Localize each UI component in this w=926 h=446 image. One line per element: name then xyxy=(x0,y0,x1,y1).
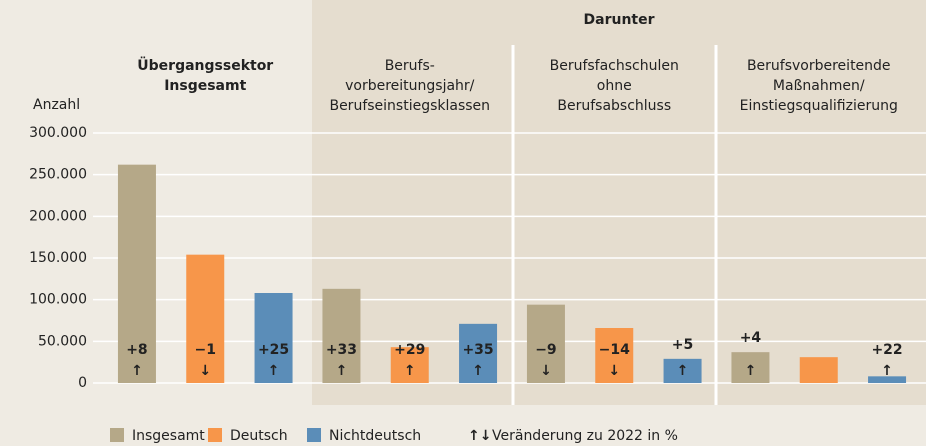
change-label: −9 xyxy=(535,342,556,358)
change-label: +29 xyxy=(394,342,425,358)
bar xyxy=(595,328,634,383)
category-label: Berufsabschluss xyxy=(557,98,671,114)
change-label: +4 xyxy=(740,330,762,346)
change-arrow: ↓ xyxy=(199,363,211,379)
category-label: Berufsvorbereitende xyxy=(747,58,891,74)
legend-note: Veränderung zu 2022 in % xyxy=(492,428,678,444)
change-arrow: ↑ xyxy=(881,363,893,379)
y-tick-label: 300.000 xyxy=(29,125,87,141)
change-label: +35 xyxy=(462,342,493,358)
legend-swatch xyxy=(307,428,321,442)
change-arrow: ↑ xyxy=(131,363,143,379)
change-arrow: ↓ xyxy=(540,363,552,379)
change-label: +5 xyxy=(672,337,693,353)
group-header: Darunter xyxy=(584,12,655,28)
bar xyxy=(731,352,770,383)
legend-swatch xyxy=(208,428,222,442)
legend-arrows: ↑↓ xyxy=(468,428,491,444)
change-arrow: ↓ xyxy=(608,363,620,379)
y-tick-label: 50.000 xyxy=(38,333,87,349)
bar xyxy=(186,254,225,383)
category-label: Berufsfachschulen xyxy=(550,58,679,74)
legend-label: Nichtdeutsch xyxy=(329,428,421,444)
change-label: +33 xyxy=(326,342,357,358)
change-arrow: ↑ xyxy=(404,363,416,379)
bar xyxy=(459,323,498,383)
bar xyxy=(526,304,565,383)
change-arrow: ↑ xyxy=(472,363,484,379)
change-arrow: ↑ xyxy=(336,363,348,379)
change-arrow: ↑ xyxy=(677,363,689,379)
bar xyxy=(322,288,361,383)
y-tick-label: 150.000 xyxy=(29,250,87,266)
change-label: +8 xyxy=(126,342,147,358)
y-tick-label: 100.000 xyxy=(29,292,87,308)
legend-label: Deutsch xyxy=(230,428,288,444)
change-label: −14 xyxy=(599,342,630,358)
y-tick-label: 0 xyxy=(78,375,87,391)
category-label: Übergangssektor xyxy=(137,56,273,74)
category-label: ohne xyxy=(597,78,632,94)
category-label: Insgesamt xyxy=(164,78,246,94)
y-axis-label: Anzahl xyxy=(33,97,80,113)
change-label: +25 xyxy=(258,342,289,358)
legend-label: Insgesamt xyxy=(132,428,205,444)
legend-swatch xyxy=(110,428,124,442)
change-arrow: ↑ xyxy=(745,363,757,379)
category-label: Berufseinstiegsklassen xyxy=(329,98,490,114)
bar xyxy=(799,357,838,383)
bar xyxy=(390,347,429,383)
change-label: −1 xyxy=(195,342,216,358)
bar xyxy=(254,293,293,383)
category-label: vorbereitungsjahr/ xyxy=(345,78,475,94)
category-label: Maßnahmen/ xyxy=(773,78,865,94)
change-label: +22 xyxy=(871,342,902,358)
bar xyxy=(868,376,907,383)
bar xyxy=(117,164,156,383)
change-arrow: ↑ xyxy=(268,363,280,379)
category-label: Berufs- xyxy=(385,58,435,74)
category-label: Einstiegsqualifizierung xyxy=(740,98,898,114)
y-tick-label: 250.000 xyxy=(29,167,87,183)
y-tick-label: 200.000 xyxy=(29,208,87,224)
bar xyxy=(663,358,702,383)
